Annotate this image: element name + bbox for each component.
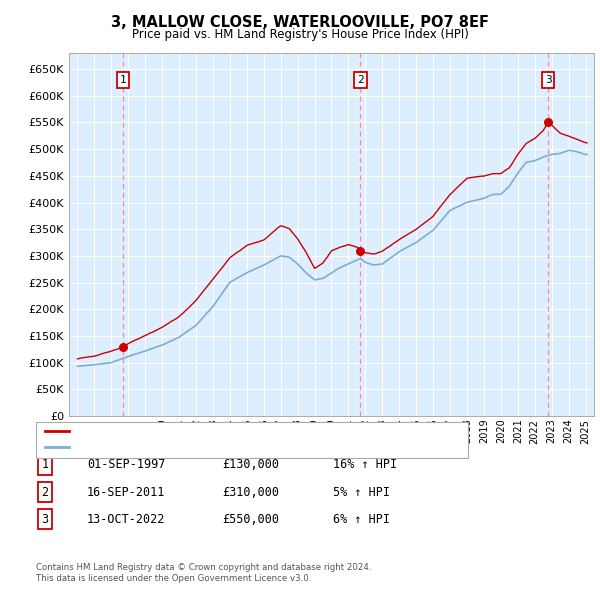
Text: £550,000: £550,000 <box>222 513 279 526</box>
Text: 6% ↑ HPI: 6% ↑ HPI <box>333 513 390 526</box>
Text: 3, MALLOW CLOSE, WATERLOOVILLE, PO7 8EF (detached house): 3, MALLOW CLOSE, WATERLOOVILLE, PO7 8EF … <box>74 427 407 436</box>
Text: £130,000: £130,000 <box>222 458 279 471</box>
Text: Price paid vs. HM Land Registry's House Price Index (HPI): Price paid vs. HM Land Registry's House … <box>131 28 469 41</box>
Text: 3: 3 <box>545 75 551 85</box>
Text: Contains HM Land Registry data © Crown copyright and database right 2024.: Contains HM Land Registry data © Crown c… <box>36 563 371 572</box>
Text: 2: 2 <box>41 486 49 499</box>
Text: 01-SEP-1997: 01-SEP-1997 <box>87 458 166 471</box>
Text: 16-SEP-2011: 16-SEP-2011 <box>87 486 166 499</box>
Text: This data is licensed under the Open Government Licence v3.0.: This data is licensed under the Open Gov… <box>36 574 311 583</box>
Text: 16% ↑ HPI: 16% ↑ HPI <box>333 458 397 471</box>
Text: HPI: Average price, detached house, Havant: HPI: Average price, detached house, Hava… <box>74 442 304 451</box>
Text: 3: 3 <box>41 513 49 526</box>
Text: 1: 1 <box>41 458 49 471</box>
Text: £310,000: £310,000 <box>222 486 279 499</box>
Text: 1: 1 <box>120 75 127 85</box>
Text: 13-OCT-2022: 13-OCT-2022 <box>87 513 166 526</box>
Text: 2: 2 <box>357 75 364 85</box>
Text: 3, MALLOW CLOSE, WATERLOOVILLE, PO7 8EF: 3, MALLOW CLOSE, WATERLOOVILLE, PO7 8EF <box>111 15 489 30</box>
Text: 5% ↑ HPI: 5% ↑ HPI <box>333 486 390 499</box>
